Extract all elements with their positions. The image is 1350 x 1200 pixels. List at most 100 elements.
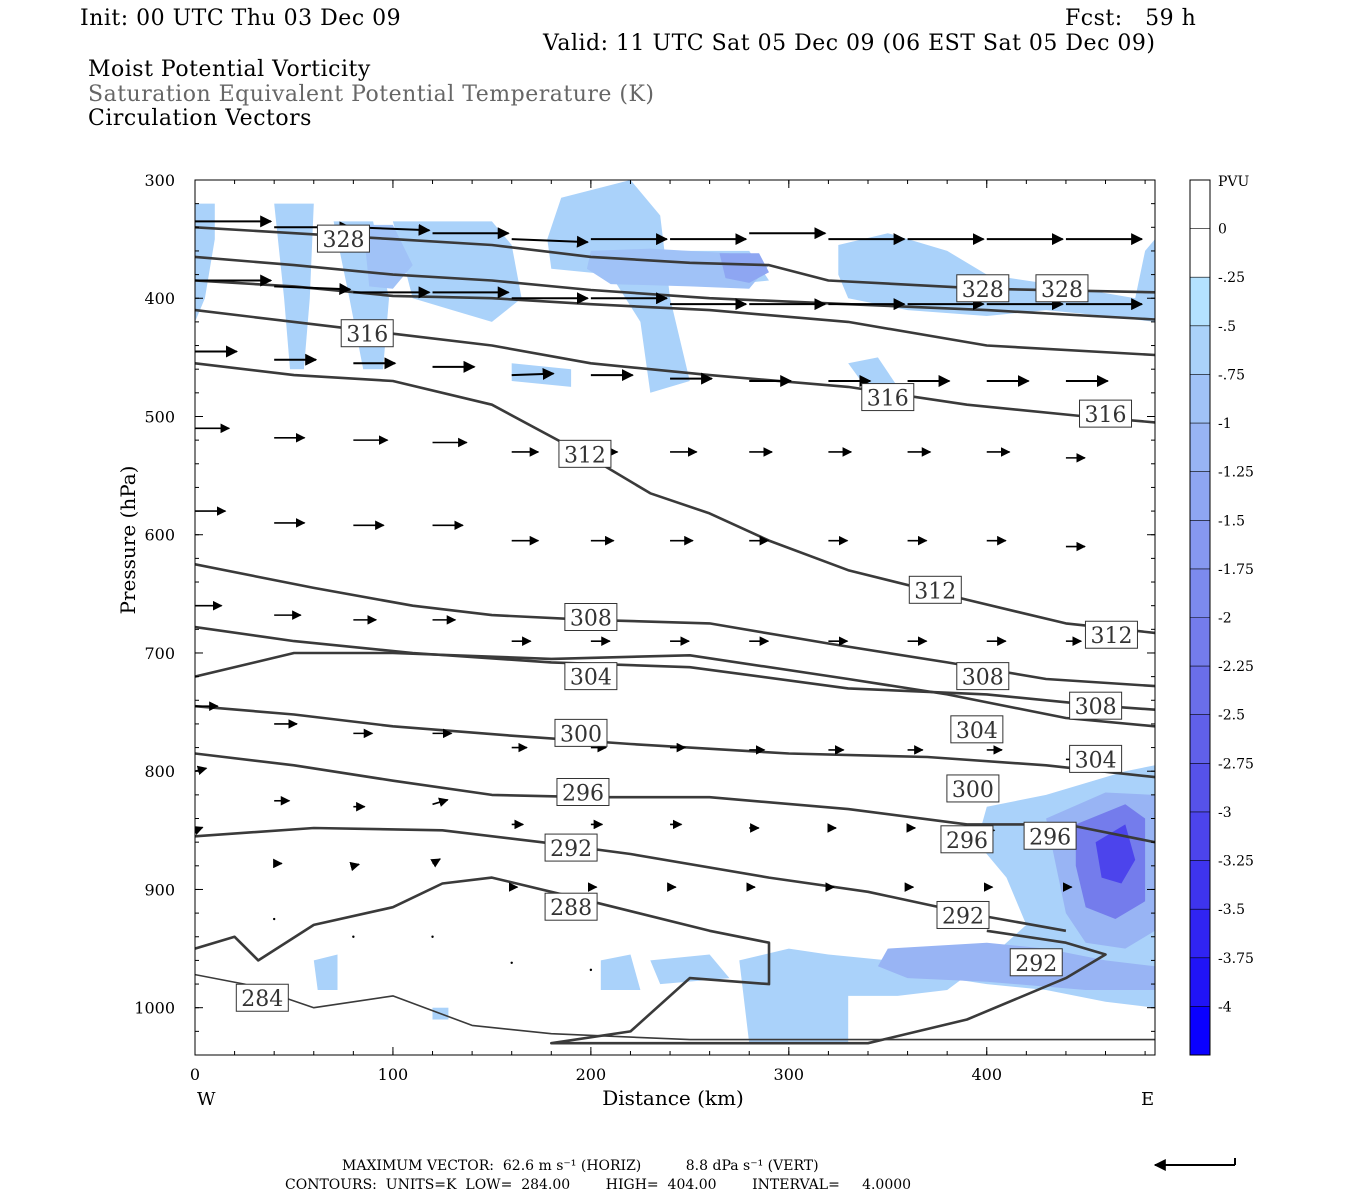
contour-320 bbox=[195, 279, 1155, 357]
colorbar-swatch bbox=[1190, 1006, 1210, 1056]
colorbar-label: -.5 bbox=[1218, 319, 1236, 335]
contour-label-23: 288 bbox=[544, 892, 598, 921]
y-tick-label: 300 bbox=[144, 171, 175, 190]
contour-label-4: 316 bbox=[861, 383, 915, 412]
x-tick-label: 400 bbox=[971, 1065, 1002, 1084]
contour-label-1: 316 bbox=[340, 319, 394, 348]
east-label: E bbox=[1141, 1089, 1154, 1110]
y-tick-label: 400 bbox=[144, 289, 175, 308]
mpv-region-11 bbox=[719, 253, 769, 283]
colorbar-swatch bbox=[1190, 277, 1210, 327]
contour-label-text: 316 bbox=[346, 323, 388, 348]
mpv-region-18 bbox=[600, 954, 641, 990]
forecast-hour: Fcst: 59 h bbox=[1065, 6, 1197, 31]
colorbar-label: -2.25 bbox=[1218, 659, 1254, 675]
vector-109 bbox=[352, 935, 355, 938]
colorbar-swatch bbox=[1190, 471, 1210, 521]
contour-label-text: 300 bbox=[952, 778, 994, 803]
contour-label-text: 328 bbox=[322, 228, 364, 253]
valid-time: Valid: 11 UTC Sat 05 Dec 09 (06 EST Sat … bbox=[543, 31, 1156, 56]
contour-label-6: 312 bbox=[558, 439, 612, 468]
mpv-colorbar: PVU 0 -.25 -.5 -.75 -1 -1.25 -1.5 -1.75 -2 -2.25 -2… bbox=[1189, 174, 1254, 1056]
mpv-region-3 bbox=[392, 221, 522, 322]
vector-110 bbox=[431, 935, 434, 938]
plot-frame bbox=[194, 179, 1156, 1056]
field-title-vectors: Circulation Vectors bbox=[88, 106, 312, 131]
colorbar-label: -2.75 bbox=[1218, 756, 1254, 772]
contour-label-text: 284 bbox=[241, 987, 283, 1012]
contour-labels: 328 316 328 328 316 316 312 312 312 308 308 308 304 3… bbox=[235, 224, 1138, 1012]
x-tick-label: 300 bbox=[774, 1065, 805, 1084]
contour-label-text: 304 bbox=[570, 666, 612, 691]
field-title-mpv: Moist Potential Vorticity bbox=[88, 57, 371, 82]
contour-label-text: 328 bbox=[962, 278, 1004, 303]
colorbar-label: 0 bbox=[1218, 222, 1227, 238]
colorbar-label: -2 bbox=[1218, 611, 1232, 627]
x-tick-label: 100 bbox=[378, 1065, 409, 1084]
colorbar-label: -1.25 bbox=[1218, 465, 1254, 481]
contour-304 bbox=[195, 651, 1155, 728]
contour-label-text: 316 bbox=[1085, 403, 1127, 428]
y-tick-label: 700 bbox=[144, 644, 175, 663]
contour-label-7: 312 bbox=[908, 575, 962, 604]
colorbar-swatch bbox=[1190, 520, 1210, 570]
vector-28 bbox=[511, 367, 555, 380]
colorbar-label: -1.75 bbox=[1218, 562, 1254, 578]
mpv-region-0 bbox=[195, 203, 215, 322]
contour-label-text: 304 bbox=[956, 719, 998, 744]
axes: 0 100 200 300 400 300 400 500 600 700 800 900 1000 W E bbox=[134, 171, 1155, 1110]
circulation-vectors bbox=[195, 215, 1144, 972]
y-tick-label: 1000 bbox=[134, 999, 175, 1018]
contour-308 bbox=[195, 625, 1155, 711]
colorbar-label: -3.25 bbox=[1218, 854, 1254, 870]
init-time: Init: 00 UTC Thu 03 Dec 09 bbox=[80, 6, 402, 31]
vector-98 bbox=[349, 861, 360, 872]
contour-292 bbox=[195, 826, 1067, 933]
vector-108 bbox=[272, 917, 276, 921]
vector-4 bbox=[511, 235, 589, 248]
contour-label-2: 328 bbox=[956, 274, 1010, 303]
colorbar-label: -1.5 bbox=[1218, 513, 1245, 529]
vector-96 bbox=[195, 826, 204, 835]
contour-label-9: 308 bbox=[564, 603, 618, 632]
contour-label-text: 308 bbox=[570, 607, 612, 632]
colorbar-label: -4 bbox=[1218, 999, 1232, 1015]
contour-296 bbox=[195, 752, 1155, 844]
colorbar-swatch bbox=[1190, 666, 1210, 716]
mpv-region-8 bbox=[511, 363, 572, 387]
contour-288 bbox=[195, 876, 1107, 1045]
colorbar-swatch bbox=[1190, 568, 1210, 618]
colorbar-label: -3.5 bbox=[1218, 902, 1245, 918]
colorbar-label: -.75 bbox=[1218, 367, 1245, 383]
x-tick-label: 0 bbox=[190, 1065, 200, 1084]
colorbar-swatch bbox=[1190, 811, 1210, 862]
y-tick-label: 900 bbox=[144, 880, 175, 899]
colorbar-label: -1 bbox=[1218, 416, 1232, 432]
mpv-region-7 bbox=[848, 357, 898, 391]
vector-111 bbox=[510, 961, 513, 964]
colorbar-label: -3.75 bbox=[1218, 951, 1254, 967]
contour-324 bbox=[195, 255, 1155, 321]
contour-label-5: 316 bbox=[1079, 399, 1133, 428]
contour-label-22: 292 bbox=[1009, 948, 1063, 977]
contour-label-text: 308 bbox=[1075, 695, 1117, 720]
max-vector-note: MAXIMUM VECTOR: 62.6 m s⁻¹ (HORIZ) 8.8 d… bbox=[342, 1158, 819, 1174]
mpv-region-17 bbox=[313, 954, 338, 990]
contour-label-10: 308 bbox=[956, 662, 1010, 691]
colorbar-swatch bbox=[1190, 423, 1210, 473]
colorbar-swatch bbox=[1190, 325, 1210, 375]
contour-label-16: 300 bbox=[946, 774, 1000, 803]
x-tick-label: 200 bbox=[576, 1065, 607, 1084]
west-label: W bbox=[197, 1089, 216, 1110]
contour-label-text: 300 bbox=[560, 722, 602, 747]
x-axis-label: Distance (km) bbox=[602, 1086, 744, 1110]
contour-label-3: 328 bbox=[1035, 274, 1089, 303]
y-tick-label: 800 bbox=[144, 762, 175, 781]
contour-label-text: 292 bbox=[1015, 952, 1057, 977]
colorbar-swatch bbox=[1190, 228, 1210, 278]
vector-87 bbox=[432, 797, 449, 807]
contour-label-text: 316 bbox=[867, 387, 909, 412]
contour-label-20: 292 bbox=[544, 833, 598, 862]
y-tick-label: 500 bbox=[144, 407, 175, 426]
